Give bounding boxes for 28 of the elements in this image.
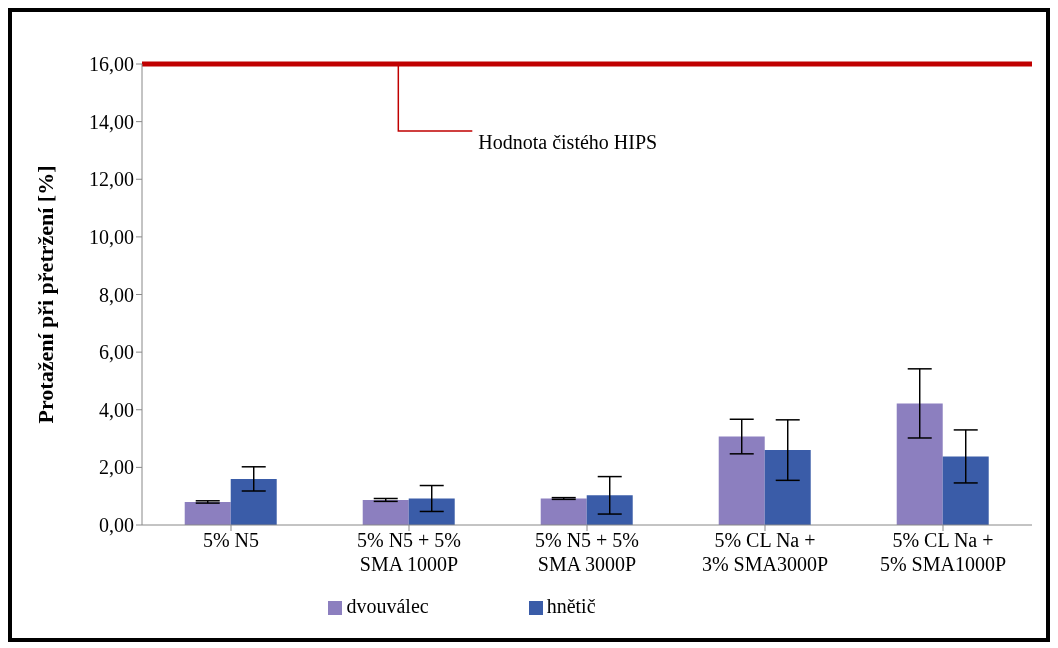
bar [942, 456, 989, 525]
y-tick-label: 2,00 [99, 456, 134, 479]
legend-label: dvouválec [346, 595, 429, 617]
bar [718, 436, 765, 525]
bar [408, 498, 455, 525]
y-tick-label: 10,00 [89, 225, 134, 248]
x-tick-label: 5% N5 + 5% SMA 3000P [534, 529, 640, 575]
y-tick-label: 0,00 [99, 514, 134, 537]
bar [230, 478, 277, 525]
y-tick-label: 14,00 [89, 110, 134, 133]
y-tick-label: 8,00 [99, 283, 134, 306]
bar [764, 450, 811, 525]
x-tick-label: 5% CL Na + 3% SMA3000P [701, 529, 829, 575]
y-tick-label: 4,00 [99, 398, 134, 421]
y-tick-label: 6,00 [99, 341, 134, 364]
bar [362, 499, 409, 525]
ref-line-label: Hodnota čistého HIPS [478, 131, 658, 153]
y-tick-label: 12,00 [89, 168, 134, 191]
bar [586, 495, 633, 525]
x-tick-label: 5% N5 [202, 529, 260, 551]
y-tick-label: 16,00 [89, 53, 134, 76]
x-tick-label: 5% CL Na + 5% SMA1000P [879, 529, 1007, 575]
y-axis-title: Protažení při přetržení [%] [32, 165, 58, 424]
bar [540, 498, 587, 525]
x-tick-label: 5% N5 + 5% SMA 1000P [356, 529, 462, 575]
bar [896, 403, 943, 525]
bar [184, 501, 231, 525]
legend-label: hnětič [546, 595, 596, 617]
